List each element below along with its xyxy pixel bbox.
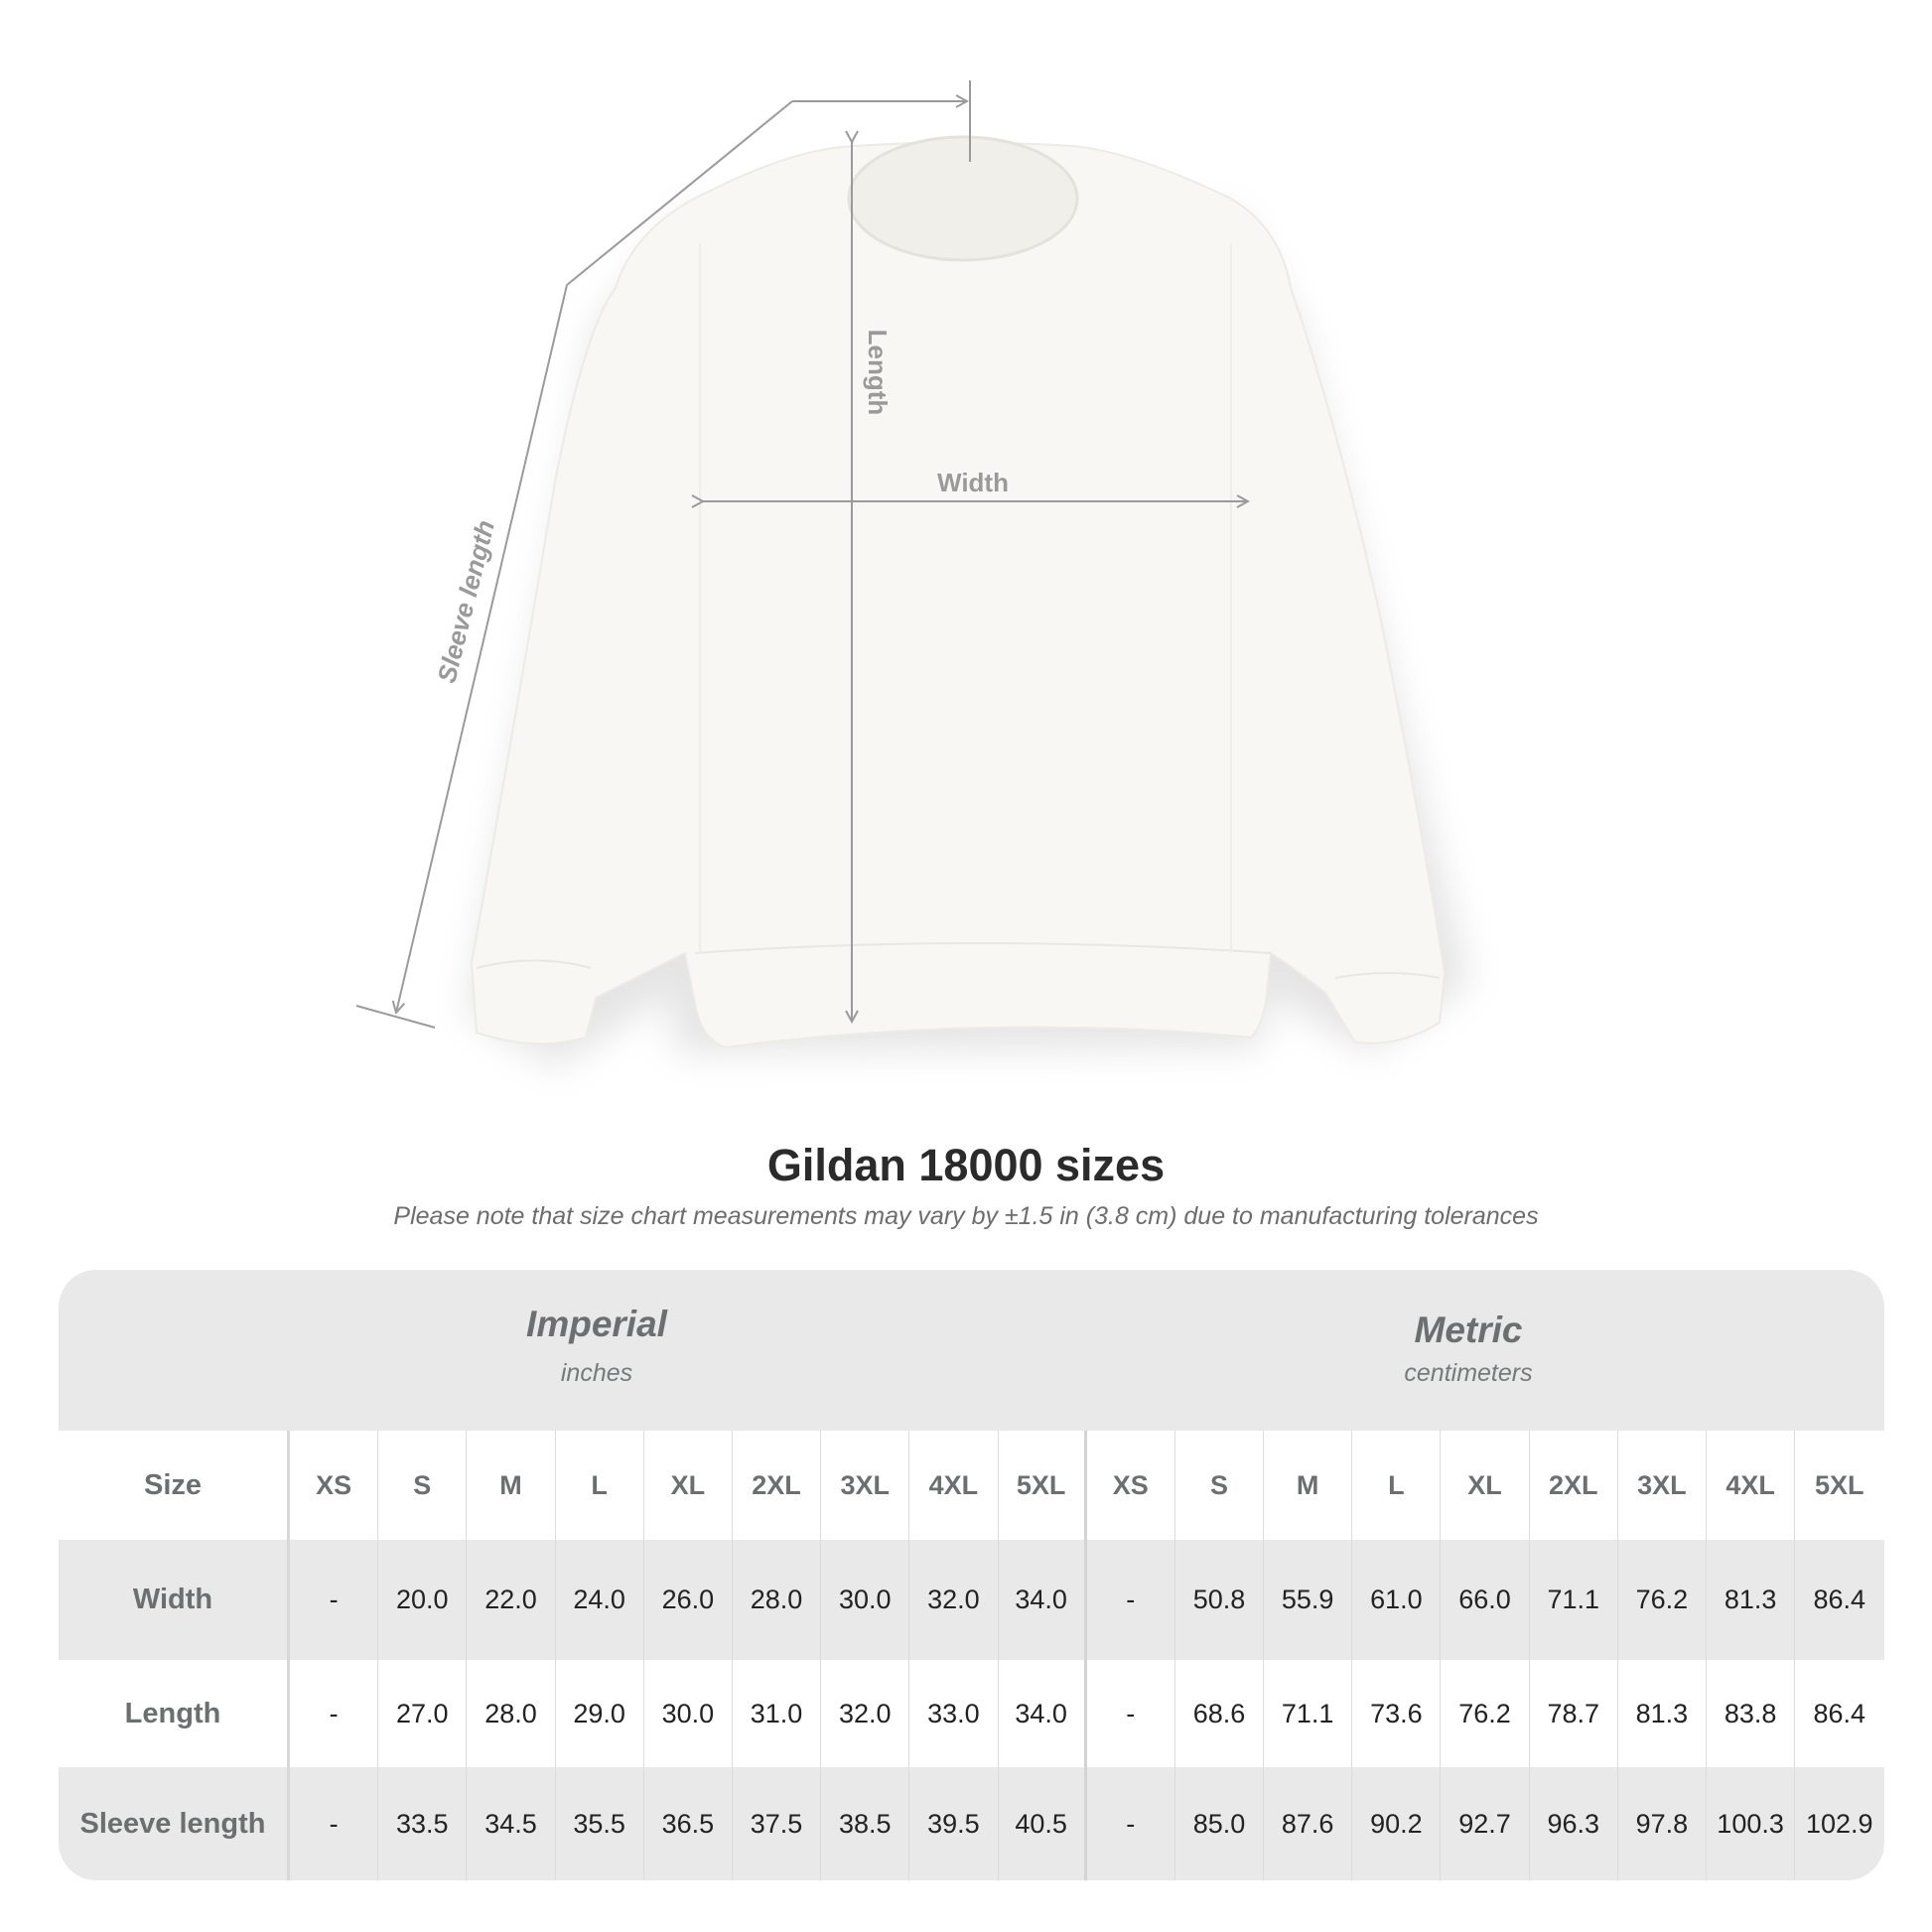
value-cell: 76.2 — [1441, 1660, 1530, 1767]
sweatshirt-diagram: Length Width Sleeve length — [355, 80, 1469, 1067]
value-cell: 32.0 — [821, 1660, 910, 1767]
size-header-cell: L — [1352, 1431, 1442, 1540]
header-band — [59, 1270, 1884, 1431]
row-label: Size — [59, 1431, 290, 1540]
size-header-cell: 2XL — [1530, 1431, 1618, 1540]
value-cell: 50.8 — [1175, 1540, 1265, 1660]
sleeve-row-band — [59, 1767, 1884, 1880]
row-label: Width — [59, 1540, 290, 1660]
value-cell: 73.6 — [1352, 1660, 1442, 1767]
value-cell: 66.0 — [1441, 1540, 1530, 1660]
metric-unit: centimeters — [1404, 1359, 1533, 1387]
value-cell: 100.3 — [1707, 1767, 1796, 1880]
value-cell: 34.0 — [999, 1660, 1087, 1767]
sleeve-measure-line — [355, 80, 971, 1029]
row-label: Length — [59, 1660, 290, 1767]
tolerance-note: Please note that size chart measurements… — [393, 1202, 1539, 1230]
value-cell: 28.0 — [467, 1660, 556, 1767]
size-header-cell: S — [1175, 1431, 1265, 1540]
value-cell: 20.0 — [378, 1540, 468, 1660]
value-cell: - — [1087, 1540, 1175, 1660]
page-title: Gildan 18000 sizes — [766, 1140, 1166, 1190]
value-cell: 37.5 — [733, 1767, 822, 1880]
value-cell: 22.0 — [467, 1540, 556, 1660]
value-cell: 76.2 — [1618, 1540, 1707, 1660]
value-cell: 30.0 — [644, 1660, 733, 1767]
size-header-cell: XS — [290, 1431, 379, 1540]
size-header-cell: 4XL — [1707, 1431, 1796, 1540]
value-cell: 68.6 — [1175, 1660, 1265, 1767]
value-cell: 34.5 — [467, 1767, 556, 1880]
value-cell: 36.5 — [644, 1767, 733, 1880]
size-header-cell: L — [556, 1431, 644, 1540]
value-cell: 97.8 — [1618, 1767, 1707, 1880]
size-header-cell: M — [467, 1431, 556, 1540]
value-cell: 71.1 — [1264, 1660, 1353, 1767]
size-header-cell: 2XL — [733, 1431, 822, 1540]
value-cell: 81.3 — [1618, 1660, 1707, 1767]
size-header-cell: 5XL — [999, 1431, 1087, 1540]
table-row: Width -20.0 22.0 24.0 26.0 28.0 30.0 32.0 34.0-5… — [59, 1540, 1884, 1660]
value-cell: 55.9 — [1264, 1540, 1353, 1660]
value-cell: - — [290, 1660, 379, 1767]
collar — [847, 135, 1079, 262]
table-row: Length -27.0 28.0 29.0 30.0 31.0 32.0 33.0 34.0-… — [59, 1660, 1884, 1767]
row-label: Sleeve length — [59, 1767, 290, 1880]
value-cell: - — [290, 1767, 379, 1880]
imperial-unit: inches — [560, 1359, 633, 1387]
value-cell: 34.0 — [999, 1540, 1087, 1660]
metric-title: Metric — [1414, 1310, 1523, 1350]
value-cell: 30.0 — [821, 1540, 910, 1660]
value-cell: 31.0 — [733, 1660, 822, 1767]
value-cell: 61.0 — [1352, 1540, 1442, 1660]
value-cell: 28.0 — [733, 1540, 822, 1660]
value-cell: 33.0 — [909, 1660, 999, 1767]
metric-header: Metric centimeters — [1171, 1310, 1766, 1388]
value-cell: 33.5 — [378, 1767, 468, 1880]
value-cell: 90.2 — [1352, 1767, 1442, 1880]
value-cell: 27.0 — [378, 1660, 468, 1767]
value-cell: 35.5 — [556, 1767, 644, 1880]
width-row-band — [59, 1540, 1884, 1660]
sweatshirt — [470, 141, 1447, 1049]
value-cell: 86.4 — [1813, 1585, 1866, 1614]
value-cell: - — [290, 1540, 379, 1660]
value-cell: - — [1087, 1660, 1175, 1767]
imperial-header: Imperial inches — [299, 1304, 895, 1388]
imperial-title: Imperial — [526, 1304, 667, 1344]
value-cell: 102.9 — [1805, 1808, 1873, 1839]
value-cell: 24.0 — [556, 1540, 644, 1660]
size-table: Imperial inches Metric centimeters Size X… — [59, 1270, 1884, 1880]
value-cell: 39.5 — [909, 1767, 999, 1880]
sleeve-length-label: Sleeve length — [431, 517, 500, 686]
size-header-cell: S — [378, 1431, 468, 1540]
value-cell: 96.3 — [1530, 1767, 1618, 1880]
value-cell: 38.5 — [821, 1767, 910, 1880]
value-cell: 87.6 — [1264, 1767, 1353, 1880]
size-header-cell: 4XL — [909, 1431, 999, 1540]
value-cell: 86.4 — [1813, 1698, 1866, 1728]
size-header-cell: M — [1264, 1431, 1353, 1540]
width-label: Width — [937, 468, 1009, 497]
size-header-cell: XL — [1441, 1431, 1530, 1540]
value-cell: 26.0 — [644, 1540, 733, 1660]
value-cell: 81.3 — [1707, 1540, 1796, 1660]
value-cell: 32.0 — [909, 1540, 999, 1660]
value-cell: 71.1 — [1530, 1540, 1618, 1660]
size-header-row: Size XS S M L XL 2XL 3XL 4XL 5XL XS S M L XL 2XL 3XL 4XL 5… — [59, 1431, 1884, 1540]
table-row: Sleeve length -33.5 34.5 35.5 36.5 37.5 38.5 39… — [59, 1767, 1884, 1880]
size-header-cell: XL — [644, 1431, 733, 1540]
size-header-cell: 5XL — [1815, 1469, 1864, 1500]
value-cell: 40.5 — [999, 1767, 1087, 1880]
value-cell: 92.7 — [1441, 1767, 1530, 1880]
size-header-cell: 3XL — [821, 1431, 910, 1540]
length-label: Length — [863, 330, 893, 416]
value-cell: - — [1087, 1767, 1175, 1880]
value-cell: 83.8 — [1707, 1660, 1796, 1767]
value-cell: 78.7 — [1530, 1660, 1618, 1767]
size-header-cell: 3XL — [1618, 1431, 1707, 1540]
value-cell: 29.0 — [556, 1660, 644, 1767]
value-cell: 85.0 — [1175, 1767, 1265, 1880]
size-header-cell: XS — [1087, 1431, 1175, 1540]
